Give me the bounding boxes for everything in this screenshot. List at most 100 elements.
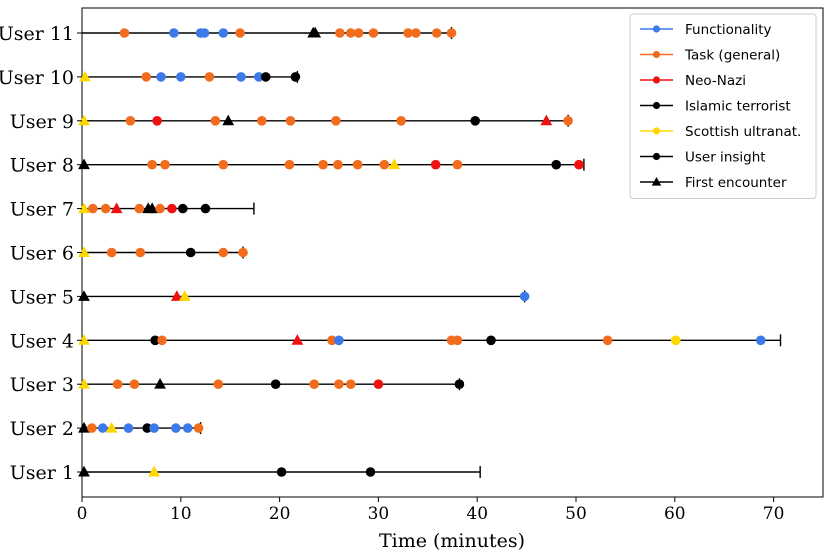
task-marker <box>141 72 152 82</box>
task-marker <box>238 247 248 258</box>
functionality-marker <box>236 72 246 82</box>
task-marker <box>345 28 356 38</box>
first-encounter-marker <box>222 114 235 126</box>
insight-marker <box>454 379 465 390</box>
task-marker <box>331 116 341 126</box>
task-marker <box>333 159 343 170</box>
first-encounter-marker <box>78 290 90 301</box>
task-marker <box>345 379 356 390</box>
functionality-marker <box>519 291 530 302</box>
neonazi-marker <box>373 379 384 390</box>
task-marker <box>452 335 463 346</box>
legend-label: User insight <box>685 150 766 166</box>
legend-box <box>629 13 817 199</box>
first-encounter-marker <box>78 421 90 433</box>
functionality-marker <box>218 28 229 38</box>
neonazi-marker <box>574 159 584 170</box>
functionality-marker <box>149 423 159 433</box>
legend-marker <box>652 101 661 110</box>
task-marker <box>403 28 413 38</box>
first-encounter-marker <box>309 26 322 38</box>
task-marker <box>452 159 463 170</box>
insight-marker <box>185 247 196 258</box>
task-marker <box>135 247 146 258</box>
first-encounter-marker <box>78 246 90 257</box>
x-axis-ticks: 0 10 20 30 40 50 60 70 <box>77 497 784 524</box>
x-tick-label: 30 <box>368 504 390 524</box>
task-marker <box>563 116 573 126</box>
first-encounter-marker <box>148 465 161 477</box>
functionality-marker <box>755 335 766 346</box>
task-marker <box>431 28 442 38</box>
task-marker <box>318 159 328 170</box>
task-marker <box>257 116 267 126</box>
x-tick-label: 20 <box>269 504 291 524</box>
y-axis-ticks: User 1 User 2 User 3 User 4 User 5 User 6 User… <box>0 23 82 484</box>
first-encounter-marker <box>105 421 118 433</box>
event-markers <box>78 26 766 477</box>
first-encounter-marker <box>170 290 183 301</box>
y-tick-label: User 8 <box>10 155 74 177</box>
functionality-marker <box>182 423 193 433</box>
functionality-marker <box>199 28 210 38</box>
first-encounter-marker <box>78 202 90 214</box>
legend-marker <box>652 25 661 33</box>
task-marker <box>88 203 98 214</box>
legend-label: Functionality <box>685 22 771 38</box>
task-marker <box>446 28 457 38</box>
first-encounter-marker <box>78 378 90 389</box>
task-marker <box>353 28 364 38</box>
legend-marker <box>651 177 662 186</box>
neonazi-marker <box>152 116 162 126</box>
first-encounter-marker <box>154 378 166 389</box>
task-marker <box>119 28 130 38</box>
task-marker <box>210 116 221 126</box>
legend-marker <box>652 50 661 59</box>
task-marker <box>193 423 204 433</box>
first-encounter-marker <box>388 158 401 170</box>
insight-marker <box>551 159 562 170</box>
task-marker <box>218 247 229 258</box>
legend-label: Task (general) <box>684 48 780 64</box>
insight-marker <box>276 467 287 477</box>
task-marker <box>125 116 136 126</box>
x-tick-label: 40 <box>466 504 488 524</box>
legend-label: First encounter <box>685 175 787 191</box>
insight-marker <box>200 203 211 214</box>
first-encounter-marker <box>78 158 90 170</box>
legend-label: Scottish ultranat. <box>685 124 801 140</box>
task-marker <box>396 116 406 126</box>
task-marker <box>218 159 229 170</box>
task-marker <box>155 203 165 214</box>
neonazi-marker <box>167 203 177 214</box>
functionality-marker <box>176 72 186 82</box>
legend-label: Neo-Nazi <box>685 73 746 89</box>
legend-marker <box>652 127 661 135</box>
task-marker <box>160 159 170 170</box>
insight-marker <box>142 423 153 433</box>
y-tick-label: User 6 <box>10 243 74 265</box>
y-tick-label: User 5 <box>10 286 74 308</box>
y-tick-label: User 4 <box>10 330 74 352</box>
functionality-marker <box>254 72 264 82</box>
first-encounter-marker <box>78 465 90 477</box>
task-marker <box>352 159 363 170</box>
first-encounter-marker <box>79 70 91 82</box>
task-marker <box>368 28 379 38</box>
functionality-marker <box>97 423 108 433</box>
first-encounter-marker <box>78 114 90 126</box>
task-marker <box>411 28 421 38</box>
first-encounter-marker <box>178 290 191 301</box>
task-marker <box>285 116 296 126</box>
task-marker <box>327 335 337 346</box>
task-marker <box>213 379 224 390</box>
task-marker <box>87 423 97 433</box>
task-marker <box>335 28 345 38</box>
functionality-marker <box>156 72 166 82</box>
y-tick-label: User 9 <box>10 111 74 133</box>
insight-marker <box>177 203 188 214</box>
insight-marker <box>270 379 281 390</box>
legend-marker <box>652 76 661 84</box>
first-encounter-marker <box>110 202 123 214</box>
task-marker <box>134 203 145 214</box>
